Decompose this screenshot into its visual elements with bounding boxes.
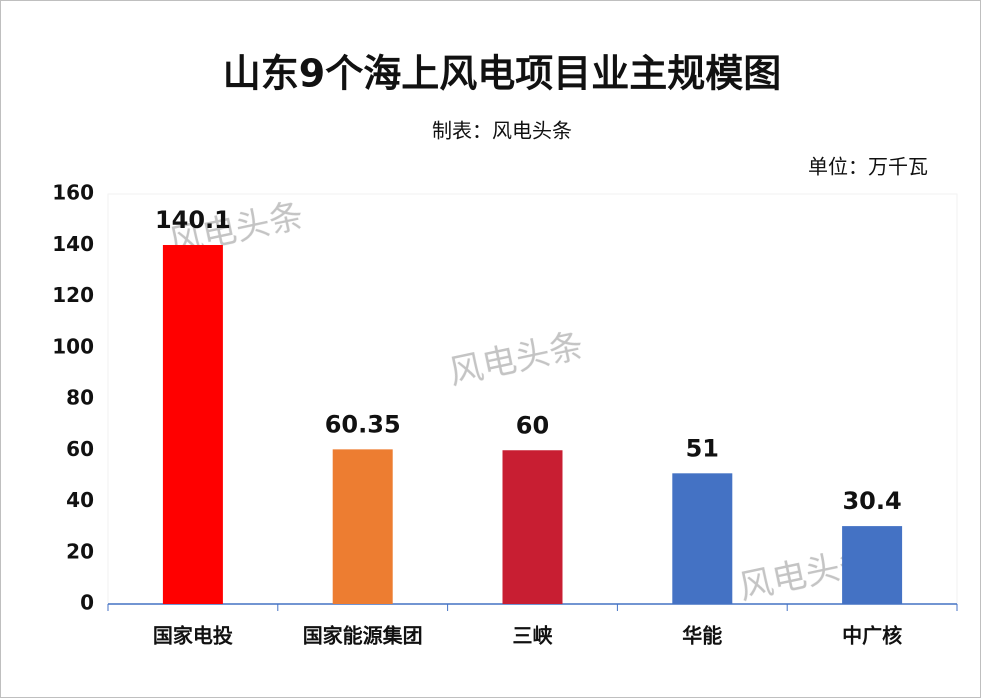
unit-label: 单位：万千瓦 [808, 155, 928, 179]
y-tick-label: 80 [66, 386, 94, 410]
x-tick-label: 国家电投 [153, 624, 233, 648]
y-tick-label: 160 [52, 181, 94, 205]
bar [672, 473, 733, 604]
x-tick-label: 三峡 [513, 624, 554, 648]
value-label: 60.35 [325, 410, 401, 438]
value-label: 60 [516, 411, 549, 439]
y-tick-label: 0 [80, 591, 94, 615]
bar [332, 449, 393, 604]
x-tick-label: 国家能源集团 [303, 624, 423, 648]
chart-subtitle: 制表：风电头条 [432, 119, 572, 143]
y-tick-label: 20 [66, 539, 94, 563]
value-label: 140.1 [155, 206, 231, 234]
chart-title: 山东9个海上风电项目业主规模图 [223, 52, 781, 96]
y-tick-label: 100 [52, 334, 94, 358]
y-tick-label: 120 [52, 283, 94, 307]
bar [162, 244, 223, 604]
y-tick-label: 140 [52, 232, 94, 256]
y-tick-label: 60 [66, 437, 94, 461]
bar [842, 526, 903, 604]
bar [502, 450, 563, 604]
x-tick-label: 中广核 [842, 624, 902, 648]
y-tick-label: 40 [66, 488, 94, 512]
x-tick-label: 华能 [682, 624, 722, 648]
value-label: 51 [686, 434, 719, 462]
value-label: 30.4 [842, 487, 901, 515]
